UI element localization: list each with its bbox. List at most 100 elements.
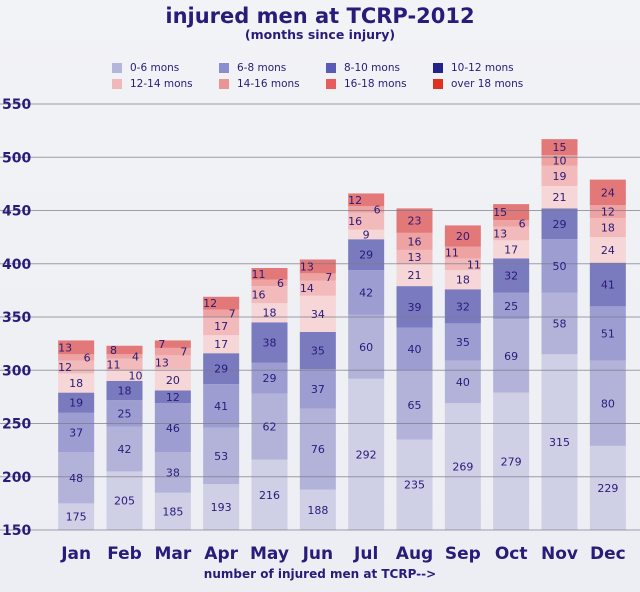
bar-segment (299, 280, 336, 296)
bar-segment (251, 459, 288, 530)
y-tick-label: 350 (2, 310, 31, 326)
data-label: 205 (114, 495, 135, 508)
data-label: 48 (69, 472, 83, 485)
legend-label: 8-10 mons (344, 61, 400, 74)
bar-segment (589, 237, 626, 263)
legend-swatch (219, 78, 229, 89)
data-label: 185 (162, 505, 183, 518)
bar-segment (106, 358, 143, 371)
x-tick-label: May (250, 544, 289, 564)
bar-segment (348, 378, 385, 530)
legend-label: 12-14 mons (130, 77, 193, 90)
data-label: 42 (118, 443, 132, 456)
legend-swatch (433, 62, 443, 73)
data-label: 7 (180, 346, 187, 359)
x-tick-label: Jul (353, 544, 378, 564)
bar-segment (589, 306, 626, 361)
bar-segment (348, 206, 385, 213)
legend-swatch (326, 78, 336, 89)
data-label: 15 (553, 141, 567, 154)
data-label: 18 (456, 274, 470, 287)
bar-segment (589, 205, 626, 218)
legend-item: 10-12 mons (433, 60, 552, 75)
chart-subtitle: (months since injury) (244, 27, 396, 42)
bar-segment (589, 179, 626, 206)
bar-segment (58, 340, 95, 355)
legend-item: 16-18 mons (326, 76, 433, 91)
data-label: 17 (214, 338, 228, 351)
data-label: 7 (229, 307, 236, 320)
data-label: 12 (166, 391, 180, 404)
bar-segment (203, 309, 240, 317)
data-label: 18 (118, 384, 132, 397)
data-label: 16 (408, 235, 422, 248)
bar-segment (251, 322, 288, 363)
bar-segment (58, 392, 95, 413)
legend-swatch (433, 78, 443, 89)
data-label: 20 (456, 230, 470, 243)
legend-label: 16-18 mons (344, 77, 407, 90)
legend-label: over 18 mons (451, 77, 524, 90)
bar-segment (106, 370, 143, 381)
bar-segment (348, 239, 385, 271)
data-label: 11 (252, 268, 266, 281)
y-tick-label: 250 (2, 417, 31, 433)
data-label: 292 (356, 448, 377, 461)
data-label: 29 (214, 363, 228, 376)
data-label: 32 (456, 300, 470, 313)
data-label: 39 (408, 301, 422, 314)
bar-segment (58, 412, 95, 453)
bar-segment (396, 286, 433, 328)
x-tick-label: Nov (541, 544, 578, 564)
data-label: 53 (214, 450, 228, 463)
data-label: 10 (553, 154, 567, 167)
bar-segment (396, 249, 433, 264)
bar-segment (589, 217, 626, 238)
legend-swatch (112, 78, 122, 89)
legend-label: 0-6 mons (130, 61, 180, 74)
x-tick-label: Jan (60, 544, 91, 564)
data-label: 13 (58, 341, 72, 354)
bar-segment (444, 323, 481, 361)
bar-segment (299, 489, 336, 530)
bar-segment (58, 452, 95, 504)
data-label: 11 (467, 258, 481, 271)
data-label: 69 (504, 350, 518, 363)
bar-segment (154, 347, 191, 356)
data-label: 12 (203, 297, 217, 310)
bar-segment (58, 373, 95, 393)
data-label: 65 (408, 399, 422, 412)
x-axis-label: number of injured men at TCRP--> (203, 567, 437, 581)
data-label: 21 (408, 269, 422, 282)
data-label: 12 (601, 206, 615, 219)
bar-segment (493, 220, 530, 227)
bar-segment (203, 484, 240, 530)
data-label: 6 (84, 351, 91, 364)
data-label: 279 (501, 455, 522, 468)
bar-segment (444, 225, 481, 247)
bar-segment (299, 259, 336, 274)
bar-segment (154, 403, 191, 453)
data-label: 6 (519, 217, 526, 230)
data-label: 60 (359, 341, 373, 354)
data-label: 13 (155, 356, 169, 369)
bar-segment (493, 319, 530, 393)
bar-segment (444, 360, 481, 404)
bar-segment (251, 393, 288, 460)
bar-segment (203, 427, 240, 485)
bar-segment (444, 270, 481, 290)
legend-item: 14-16 mons (219, 76, 326, 91)
bar-segment (444, 258, 481, 271)
bar-segment (541, 208, 578, 240)
bar-segment (493, 292, 530, 320)
data-label: 229 (597, 482, 618, 495)
bar-segment (541, 155, 578, 166)
data-label: 51 (601, 328, 615, 341)
legend-swatch (326, 62, 336, 73)
x-tick-label: Apr (204, 544, 238, 564)
bar-segment (493, 226, 530, 241)
bar-segment (299, 369, 336, 409)
bar-segment (106, 471, 143, 530)
bar-segment (396, 263, 433, 287)
data-label: 175 (66, 511, 87, 524)
